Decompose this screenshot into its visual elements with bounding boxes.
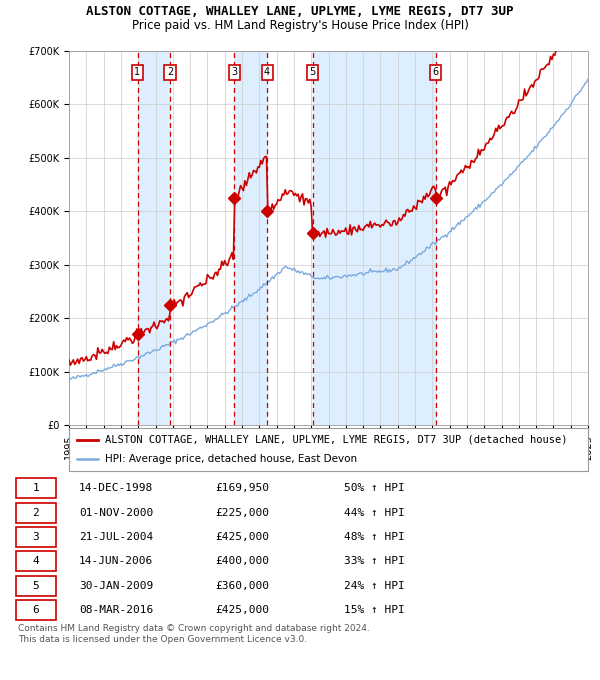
FancyBboxPatch shape xyxy=(16,478,56,498)
Text: 50% ↑ HPI: 50% ↑ HPI xyxy=(344,483,404,493)
Text: Price paid vs. HM Land Registry's House Price Index (HPI): Price paid vs. HM Land Registry's House … xyxy=(131,19,469,32)
Text: 6: 6 xyxy=(32,605,39,615)
Text: £169,950: £169,950 xyxy=(216,483,270,493)
FancyBboxPatch shape xyxy=(16,527,56,547)
Text: 30-JAN-2009: 30-JAN-2009 xyxy=(79,581,153,591)
Text: £400,000: £400,000 xyxy=(216,556,270,566)
FancyBboxPatch shape xyxy=(16,551,56,571)
Text: 21-JUL-2004: 21-JUL-2004 xyxy=(79,532,153,542)
Text: 24% ↑ HPI: 24% ↑ HPI xyxy=(344,581,404,591)
Text: 33% ↑ HPI: 33% ↑ HPI xyxy=(344,556,404,566)
Text: 01-NOV-2000: 01-NOV-2000 xyxy=(79,507,153,517)
Bar xyxy=(234,51,267,425)
Text: ALSTON COTTAGE, WHALLEY LANE, UPLYME, LYME REGIS, DT7 3UP (detached house): ALSTON COTTAGE, WHALLEY LANE, UPLYME, LY… xyxy=(106,435,568,445)
Text: 44% ↑ HPI: 44% ↑ HPI xyxy=(344,507,404,517)
Text: 14-JUN-2006: 14-JUN-2006 xyxy=(79,556,153,566)
Text: 6: 6 xyxy=(433,67,439,78)
Text: £425,000: £425,000 xyxy=(216,532,270,542)
Text: HPI: Average price, detached house, East Devon: HPI: Average price, detached house, East… xyxy=(106,454,358,464)
Text: £225,000: £225,000 xyxy=(216,507,270,517)
Bar xyxy=(137,51,170,425)
Text: 14-DEC-1998: 14-DEC-1998 xyxy=(79,483,153,493)
Text: 5: 5 xyxy=(32,581,39,591)
Text: 1: 1 xyxy=(32,483,39,493)
Text: 5: 5 xyxy=(310,67,316,78)
Text: ALSTON COTTAGE, WHALLEY LANE, UPLYME, LYME REGIS, DT7 3UP: ALSTON COTTAGE, WHALLEY LANE, UPLYME, LY… xyxy=(86,5,514,18)
Text: £360,000: £360,000 xyxy=(216,581,270,591)
Text: 08-MAR-2016: 08-MAR-2016 xyxy=(79,605,153,615)
FancyBboxPatch shape xyxy=(16,600,56,620)
FancyBboxPatch shape xyxy=(16,576,56,596)
Text: 4: 4 xyxy=(264,67,270,78)
Text: 3: 3 xyxy=(231,67,237,78)
Text: 2: 2 xyxy=(32,507,39,517)
Text: 15% ↑ HPI: 15% ↑ HPI xyxy=(344,605,404,615)
Text: Contains HM Land Registry data © Crown copyright and database right 2024.
This d: Contains HM Land Registry data © Crown c… xyxy=(18,624,370,644)
Bar xyxy=(313,51,436,425)
Text: 4: 4 xyxy=(32,556,39,566)
Text: £425,000: £425,000 xyxy=(216,605,270,615)
Text: 1: 1 xyxy=(134,67,140,78)
Text: 3: 3 xyxy=(32,532,39,542)
Text: 48% ↑ HPI: 48% ↑ HPI xyxy=(344,532,404,542)
FancyBboxPatch shape xyxy=(16,503,56,522)
Text: 2: 2 xyxy=(167,67,173,78)
